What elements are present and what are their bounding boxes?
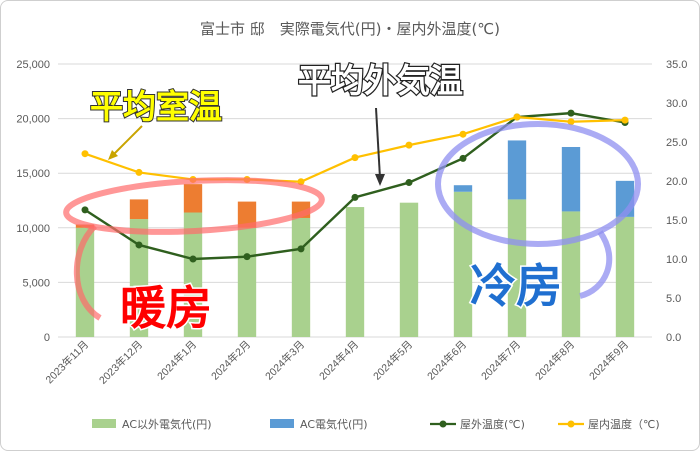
heating-highlight-tail [73,223,102,321]
legend-swatch [270,419,294,428]
bar-non-ac [237,227,257,337]
cooling-highlight-tail [579,230,613,299]
indoor-arrow-head [108,150,118,160]
bar-ac [129,199,149,220]
outdoor-temp-point [351,193,359,201]
x-tick-label: 2024年1月 [154,338,199,383]
legend-label: AC電気代(円) [300,417,368,431]
x-tick-label: 2024年5月 [370,338,415,383]
bar-non-ac [561,211,581,337]
y-left-tick-label: 20,000 [16,114,50,126]
bar-non-ac [507,199,527,337]
bar-series [75,140,635,337]
y-axis-left: 0 5,000 10,000 15,000 20,000 25,000 [16,59,50,344]
chart-title: 富士市 邸 実際電気代(円)・屋内外温度(℃) [200,20,500,38]
y-right-tick-label: 35.0 [666,59,687,71]
bar-ac [561,146,581,212]
indoor-temp-point [567,118,575,126]
y-right-tick-label: 15.0 [666,215,687,227]
y-right-tick-label: 30.0 [666,98,687,110]
outdoor-temp-point [189,255,197,263]
bar-ac [507,140,527,200]
outdoor-temp-point [297,245,305,253]
bar-non-ac [183,212,203,337]
legend-swatch [92,419,116,428]
x-tick-label: 2024年7月 [478,338,523,383]
heating-label: 暖房 [120,281,212,335]
outdoor-temp-point [135,241,143,249]
indoor-temp-point [459,130,467,138]
y-left-tick-label: 5,000 [22,277,50,289]
bar-non-ac [129,219,149,337]
x-tick-label: 2024年3月 [262,338,307,383]
indoor-temp-point [621,116,629,124]
x-tick-label: 2024年6月 [424,338,469,383]
bar-non-ac [615,216,635,337]
y-right-tick-label: 20.0 [666,176,687,188]
y-left-tick-label: 15,000 [16,168,50,180]
legend-label: 屋内温度（℃) [588,417,660,431]
bar-ac [237,201,257,228]
outdoor-temp-point [405,179,413,187]
outdoor-arrow [375,107,381,179]
bar-ac [453,185,473,192]
x-tick-label: 2024年9月 [586,338,631,383]
indoor-temp-point [513,113,521,121]
legend: AC以外電気代(円) AC電気代(円) 屋外温度(℃) 屋内温度（℃) [92,417,660,431]
indoor-temp-point [81,150,89,158]
bar-non-ac [291,217,311,337]
bar-non-ac [345,207,365,337]
indoor-temp-point [405,141,413,149]
y-left-tick-label: 0 [44,332,50,344]
indoor-arrow [111,125,143,157]
line-series [81,109,629,263]
gridlines [58,63,652,338]
indoor-temp-point [351,154,359,162]
y-left-tick-label: 25,000 [16,59,50,71]
y-right-tick-label: 5.0 [666,293,681,305]
outdoor-arrow-head [375,174,385,186]
cooling-label: 冷房 [470,259,562,313]
y-axis-right: 0.0 5.0 10.0 15.0 20.0 25.0 30.0 35.0 [666,59,687,344]
indoor-temp-point [135,168,143,176]
x-tick-label: 2024年8月 [532,338,577,383]
y-left-tick-label: 10,000 [16,223,50,235]
bar-non-ac [399,202,419,337]
x-axis-labels: 2023年11月 2023年12月 2024年1月 2024年2月 2024年3月 202… [43,338,631,387]
outdoor-temp-point [243,253,251,261]
legend-marker [439,420,447,428]
legend-label: 屋外温度(℃) [460,417,525,431]
outdoor-temp-point [459,154,467,162]
legend-label: AC以外電気代(円) [122,417,212,431]
y-right-tick-label: 10.0 [666,254,687,266]
x-tick-label: 2023年11月 [43,338,91,386]
legend-marker [567,420,575,428]
x-tick-label: 2023年12月 [96,338,145,387]
indoor-temp-callout: 平均室温 [90,87,222,126]
outdoor-temp-callout: 平均外気温 [298,61,463,100]
y-right-tick-label: 0.0 [666,332,681,344]
bar-ac [183,184,203,213]
y-right-tick-label: 25.0 [666,137,687,149]
outdoor-temp-point [81,206,89,214]
x-tick-label: 2024年4月 [316,338,361,383]
cooling-highlight [435,121,641,247]
heating-highlight [63,177,325,235]
outdoor-temp-point [567,109,575,117]
x-tick-label: 2024年2月 [208,338,253,383]
